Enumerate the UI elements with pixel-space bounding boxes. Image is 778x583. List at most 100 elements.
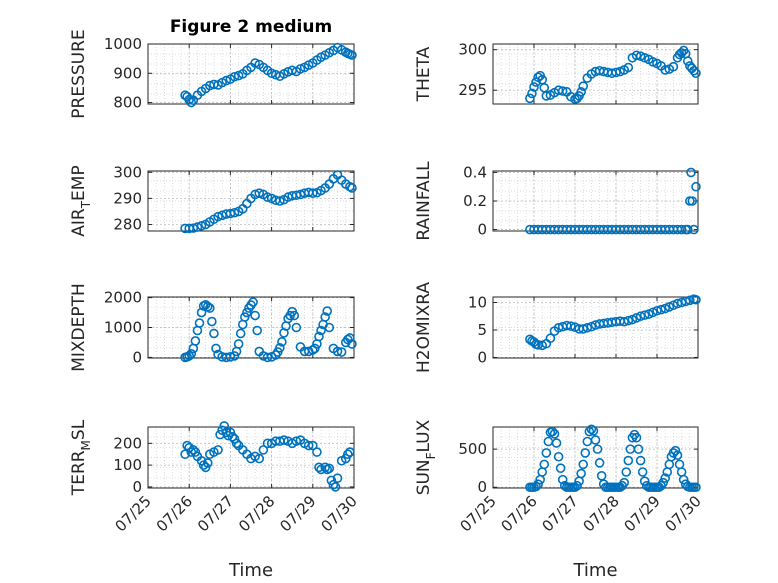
data-point: [588, 426, 599, 436]
data-point: [209, 328, 219, 339]
data-point: [691, 68, 701, 78]
data-point: [664, 459, 675, 470]
data-point: [549, 429, 560, 439]
data-point: [686, 167, 696, 178]
x-tick-label: 07/29: [276, 492, 319, 535]
subplot-8: 0 500 SUNFLUX 07/2507/2607/2707/2807/2907/3…: [414, 419, 705, 581]
data-point: [307, 188, 318, 198]
data-point: [533, 479, 543, 489]
subplot-5: 0 1000 2000 MIXDEPTH: [69, 283, 357, 372]
axes-box: [492, 296, 699, 359]
data-point: [527, 88, 537, 99]
data-point: [303, 440, 314, 451]
data-point: [590, 435, 601, 445]
data-point: [192, 222, 203, 232]
y-tick-label: 0.4: [463, 163, 487, 181]
data-point: [227, 432, 238, 442]
axes-box: [147, 170, 355, 232]
data-point: [543, 436, 554, 447]
x-tick-label: 07/28: [235, 492, 278, 535]
data-point: [322, 306, 333, 316]
data-point: [184, 351, 194, 361]
data-series: [180, 170, 357, 234]
data-point: [668, 61, 679, 72]
data-point: [188, 223, 199, 233]
x-tick-label: 07/25: [112, 492, 155, 535]
data-point: [307, 440, 318, 451]
y-axis-label: PRESSURE: [69, 29, 89, 118]
data-point: [619, 477, 630, 488]
data-point: [580, 448, 591, 458]
data-point: [186, 349, 197, 359]
data-point: [682, 224, 693, 235]
data-point: [676, 224, 687, 235]
data-point: [557, 474, 568, 485]
data-point: [347, 183, 357, 193]
data-point: [656, 304, 666, 315]
data-point: [324, 463, 335, 474]
data-point: [219, 421, 230, 431]
y-tick-label: 1000: [104, 35, 142, 53]
data-point: [262, 192, 273, 202]
y-tick-label: 295: [458, 81, 487, 99]
y-tick-label: 0: [477, 478, 487, 496]
axes-box: [147, 426, 355, 489]
data-point: [551, 438, 562, 448]
data-point: [635, 455, 646, 466]
subplot-7: 0 100 200 TERRMSL 07/2507/2607/2707/2807/290…: [69, 419, 361, 581]
data-point: [676, 48, 687, 58]
x-tick-label: 07/30: [662, 492, 705, 535]
data-point: [252, 325, 262, 336]
x-tick-label: 07/28: [580, 492, 623, 535]
x-tick-label: 07/30: [318, 492, 361, 535]
data-point: [347, 339, 357, 349]
data-point: [291, 322, 302, 333]
data-point: [221, 75, 232, 86]
data-series: [525, 167, 701, 235]
data-point: [182, 440, 192, 451]
data-point: [539, 82, 550, 93]
data-point: [233, 339, 244, 349]
data-point: [557, 86, 568, 96]
data-point: [682, 56, 693, 66]
data-point: [332, 473, 343, 483]
data-point: [576, 468, 586, 479]
data-point: [277, 337, 287, 347]
data-point: [547, 426, 558, 437]
data-point: [689, 224, 699, 235]
data-point: [310, 343, 320, 354]
data-point: [687, 196, 698, 206]
data-point: [275, 343, 285, 353]
data-point: [336, 347, 347, 357]
subplot-2: 295 300 THETA: [414, 41, 701, 105]
data-point: [186, 447, 197, 457]
data-point: [611, 67, 621, 78]
data-point: [295, 64, 306, 74]
data-point: [320, 462, 330, 473]
data-point: [190, 336, 201, 346]
data-point: [345, 333, 355, 343]
data-point: [553, 451, 564, 462]
data-series: [525, 294, 701, 351]
y-tick-label: 0: [477, 221, 487, 239]
data-point: [678, 474, 689, 485]
data-point: [316, 325, 326, 336]
y-tick-label: 280: [113, 215, 142, 233]
grid: [492, 427, 699, 488]
y-axis-label: SUNFLUX: [414, 419, 438, 495]
data-point: [250, 58, 260, 68]
data-point: [637, 467, 648, 477]
data-point: [576, 87, 586, 97]
data-point: [672, 450, 683, 461]
data-point: [586, 424, 597, 435]
data-point: [279, 435, 289, 445]
data-point: [231, 438, 242, 449]
y-tick-label: 800: [113, 94, 142, 112]
y-axis-label: MIXDEPTH: [69, 283, 89, 372]
y-tick-label: 100: [113, 456, 142, 474]
data-point: [324, 322, 335, 333]
x-tick-label: 07/26: [153, 492, 196, 535]
data-point: [623, 62, 634, 73]
data-point: [578, 459, 589, 470]
